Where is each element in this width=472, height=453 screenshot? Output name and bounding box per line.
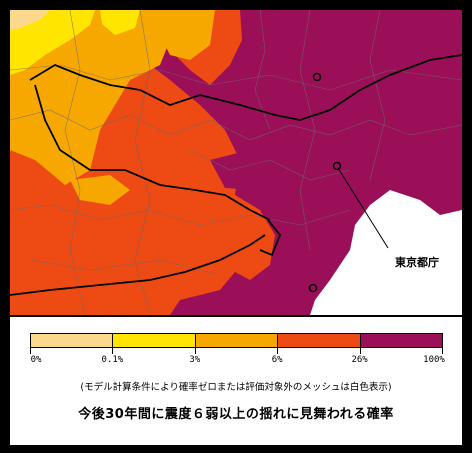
hazard-map-canvas xyxy=(10,10,462,315)
band-0.1-3-area xyxy=(10,10,95,75)
tokyo-bay-area xyxy=(310,190,462,315)
band-3-6-north-area xyxy=(150,10,215,60)
band-26-100-patch-central xyxy=(210,150,270,190)
tokyo-metropolitan-government-marker xyxy=(332,161,342,171)
legend-tick-label: 0% xyxy=(30,355,42,365)
tokyo-metropolitan-government-label: 東京都庁 xyxy=(394,254,440,270)
legend-swatch xyxy=(30,333,114,348)
band-0.1-3-patch xyxy=(100,10,140,35)
band-0-0.1-area xyxy=(10,10,50,30)
legend-tick xyxy=(442,348,443,354)
figure-caption: 今後30年間に震度６弱以上の揺れに見舞われる確率 xyxy=(78,407,394,422)
legend-tick xyxy=(359,348,361,354)
hazard-map: 東京都庁 xyxy=(10,10,462,315)
legend-tick-label: 3% xyxy=(189,355,201,365)
legend-swatch xyxy=(359,333,443,348)
legend-note: (モデル計算条件により確率ゼロまたは評価対象外のメッシュは白色表示) xyxy=(80,382,392,393)
legend-tick xyxy=(30,348,31,354)
legend-swatch xyxy=(194,333,279,348)
prefecture-boundaries xyxy=(10,54,462,296)
legend-tick-label: 100% xyxy=(423,355,445,365)
legend-panel: (モデル計算条件により確率ゼロまたは評価対象外のメッシュは白色表示) 今後30年… xyxy=(10,317,462,445)
band-3-6-patch-west xyxy=(70,175,130,205)
legend-tick xyxy=(112,348,114,354)
legend-swatch xyxy=(112,333,196,348)
legend-tick-label: 0.1% xyxy=(101,355,124,365)
legend-tick-label: 6% xyxy=(271,355,283,365)
city-marker xyxy=(312,72,322,82)
municipal-boundaries xyxy=(10,10,462,315)
city-marker xyxy=(308,283,318,293)
band-3-6-area xyxy=(10,10,170,185)
legend-tick xyxy=(277,348,279,354)
legend-tick-label: 26% xyxy=(351,355,368,365)
legend-swatch xyxy=(277,333,361,348)
annotation-leader-line xyxy=(337,167,389,249)
legend-tick xyxy=(194,348,196,354)
